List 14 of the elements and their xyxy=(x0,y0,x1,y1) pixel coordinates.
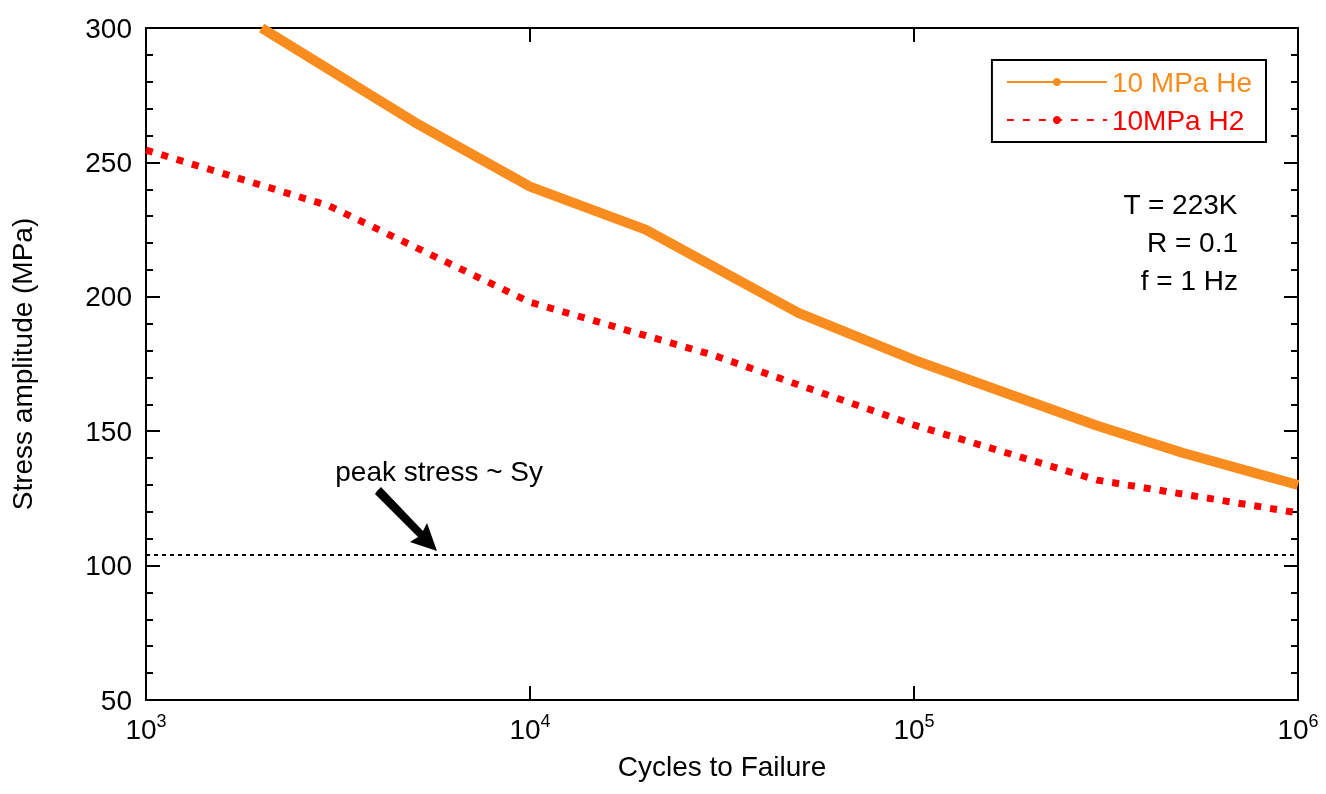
y-tick-label: 250 xyxy=(85,146,132,178)
y-tick-label: 200 xyxy=(85,281,132,313)
y-tick-label: 50 xyxy=(100,684,132,716)
legend-label: 10 MPa He xyxy=(1111,66,1253,98)
y-tick-label: 300 xyxy=(85,12,132,44)
y-tick-label: 100 xyxy=(85,550,132,582)
x-axis-title: Cycles to Failure xyxy=(617,750,827,782)
legend-label: 10MPa H2 xyxy=(1111,104,1245,136)
annotation: peak stress ~ Sy xyxy=(335,456,544,488)
y-tick-label: 150 xyxy=(85,415,132,447)
annotation: f = 1 Hz xyxy=(1140,264,1238,296)
annotation: T = 223K xyxy=(1123,188,1238,220)
y-axis-title: Stress amplitude (MPa) xyxy=(6,217,38,511)
annotation: R = 0.1 xyxy=(1146,226,1239,258)
